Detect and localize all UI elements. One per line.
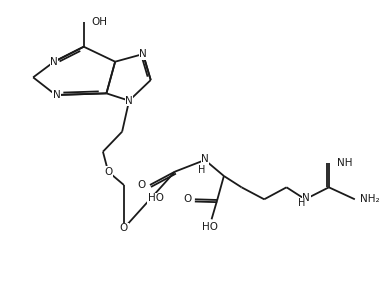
Text: O: O	[184, 194, 192, 204]
Text: N: N	[302, 193, 310, 203]
Text: O: O	[138, 180, 146, 190]
Text: H: H	[198, 165, 205, 175]
Text: N: N	[53, 90, 61, 100]
Text: N: N	[125, 96, 133, 106]
Text: N: N	[50, 57, 58, 67]
Text: N: N	[139, 49, 147, 59]
Text: OH: OH	[92, 17, 108, 27]
Text: O: O	[120, 223, 128, 233]
Text: NH₂: NH₂	[360, 194, 379, 204]
Text: N: N	[201, 154, 209, 164]
Text: NH: NH	[337, 158, 353, 168]
Text: HO: HO	[148, 193, 164, 203]
Text: H: H	[298, 198, 305, 208]
Text: O: O	[104, 167, 112, 177]
Text: HO: HO	[202, 222, 218, 232]
